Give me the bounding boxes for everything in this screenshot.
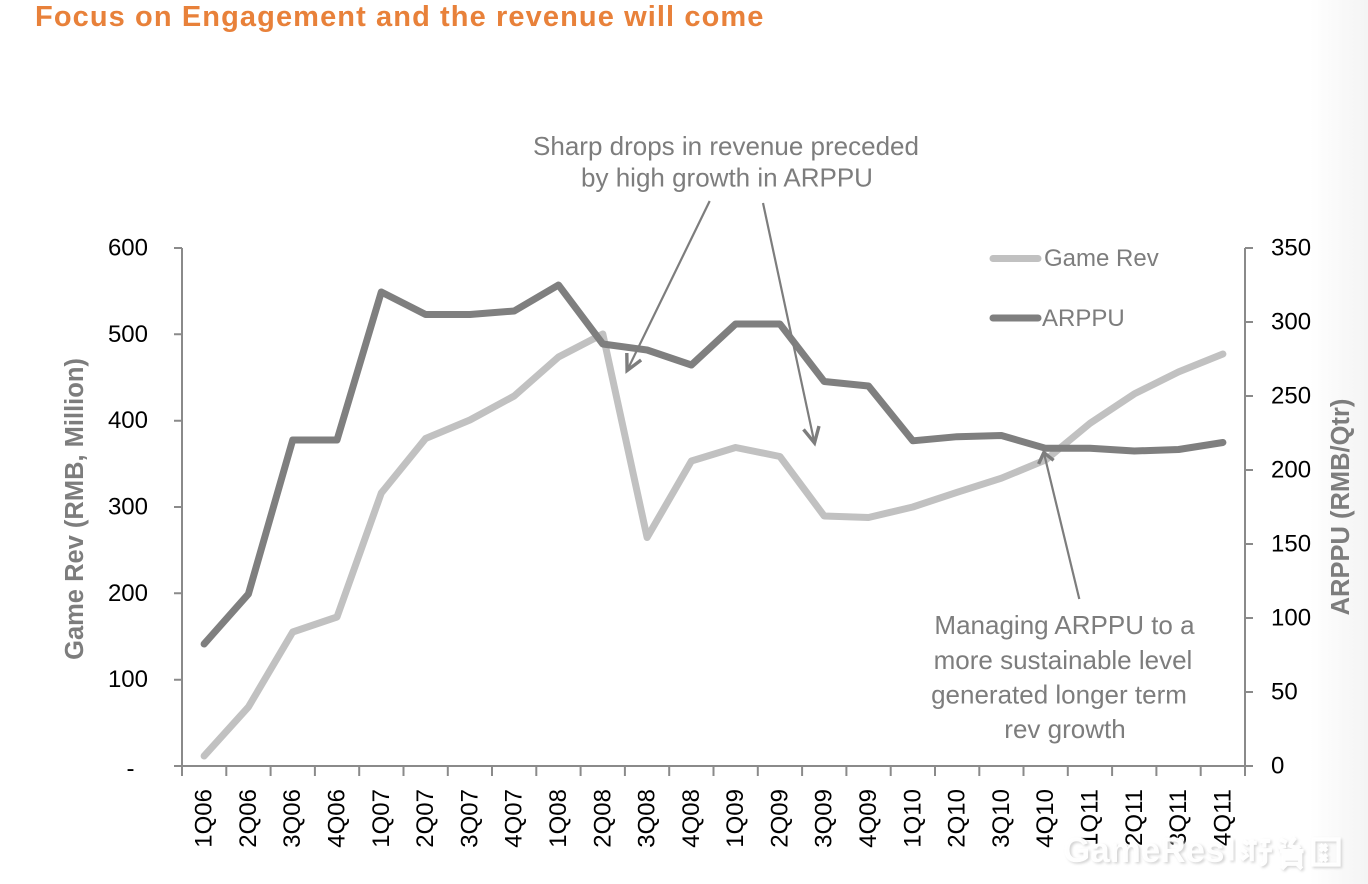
svg-text:200: 200 <box>108 580 148 607</box>
svg-text:2Q07: 2Q07 <box>412 789 439 848</box>
svg-text:2Q10: 2Q10 <box>944 789 971 848</box>
svg-text:1Q07: 1Q07 <box>368 789 395 848</box>
svg-text:150: 150 <box>1271 531 1311 558</box>
svg-text:Managing ARPPU to a: Managing ARPPU to a <box>934 610 1195 640</box>
svg-text:4Q09: 4Q09 <box>855 789 882 848</box>
svg-text:1Q09: 1Q09 <box>722 789 749 848</box>
svg-text:ARPPU (RMB/Qtr): ARPPU (RMB/Qtr) <box>1327 399 1355 616</box>
svg-text:3Q06: 3Q06 <box>279 789 306 848</box>
svg-text:2Q09: 2Q09 <box>766 789 793 848</box>
svg-text:2Q08: 2Q08 <box>589 789 616 848</box>
svg-text:1Q11: 1Q11 <box>1077 789 1104 846</box>
svg-text:600: 600 <box>108 235 148 262</box>
svg-text:4Q08: 4Q08 <box>678 789 705 848</box>
svg-text:3Q08: 3Q08 <box>634 789 661 848</box>
svg-text:500: 500 <box>108 321 148 348</box>
svg-text:50: 50 <box>1271 679 1298 706</box>
svg-text:300: 300 <box>1271 309 1311 336</box>
svg-text:200: 200 <box>1271 457 1311 484</box>
svg-text:GameRes: GameRes <box>1065 833 1226 872</box>
svg-text:1Q10: 1Q10 <box>899 789 926 848</box>
svg-text:3Q11: 3Q11 <box>1165 789 1192 846</box>
svg-text:1Q08: 1Q08 <box>545 789 572 848</box>
svg-text:rev growth: rev growth <box>1004 714 1125 744</box>
svg-text:more sustainable level: more sustainable level <box>934 645 1193 675</box>
svg-text:by high growth in ARPPU: by high growth in ARPPU <box>581 163 873 193</box>
svg-text:250: 250 <box>1271 383 1311 410</box>
svg-text:2Q06: 2Q06 <box>235 789 262 848</box>
svg-text:400: 400 <box>108 407 148 434</box>
svg-text:Game Rev (RMB, Million): Game Rev (RMB, Million) <box>61 358 89 660</box>
svg-text:350: 350 <box>1271 235 1311 262</box>
svg-text:3Q09: 3Q09 <box>811 789 838 848</box>
svg-text:4Q10: 4Q10 <box>1032 789 1059 848</box>
svg-text:GameRes: GameRes <box>1063 831 1224 870</box>
svg-text:ARPPU: ARPPU <box>1042 305 1125 332</box>
svg-text:4Q06: 4Q06 <box>324 789 351 848</box>
svg-text:4Q07: 4Q07 <box>501 789 528 848</box>
svg-text:Sharp drops in revenue precede: Sharp drops in revenue preceded <box>533 131 919 161</box>
svg-text:4Q11: 4Q11 <box>1209 789 1236 846</box>
svg-text:0: 0 <box>1271 753 1284 780</box>
svg-text:2Q11: 2Q11 <box>1121 789 1148 846</box>
svg-text:generated longer term: generated longer term <box>931 680 1187 710</box>
svg-text:-: - <box>127 756 135 783</box>
svg-text:300: 300 <box>108 494 148 521</box>
svg-text:100: 100 <box>108 666 148 693</box>
svg-text:3Q10: 3Q10 <box>988 789 1015 848</box>
svg-text:3Q07: 3Q07 <box>456 789 483 848</box>
svg-text:Game Rev: Game Rev <box>1044 245 1159 272</box>
svg-text:1Q06: 1Q06 <box>191 789 218 848</box>
svg-text:100: 100 <box>1271 605 1311 632</box>
